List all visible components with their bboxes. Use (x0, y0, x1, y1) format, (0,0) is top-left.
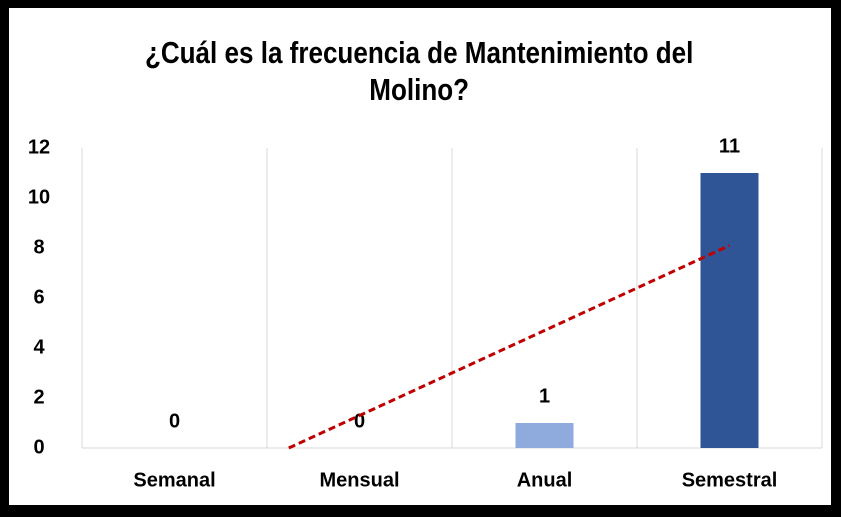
data-label: 0 (354, 410, 365, 432)
y-tick-label: 0 (33, 436, 44, 458)
bar (515, 423, 574, 448)
bar (700, 173, 759, 448)
y-tick-label: 12 (28, 136, 50, 158)
y-tick-label: 6 (33, 286, 44, 308)
chart-frame: ¿Cuál es la frecuencia de Mantenimiento … (9, 8, 831, 505)
data-label: 0 (169, 410, 180, 432)
y-tick-label: 2 (33, 386, 44, 408)
x-tick-label: Mensual (319, 469, 399, 491)
x-tick-label: Anual (517, 469, 573, 491)
chart-title: ¿Cuál es la frecuencia de Mantenimiento … (144, 35, 694, 107)
x-tick-label: Semestral (682, 469, 778, 491)
chart: 0 2 4 6 8 10 12 Semanal 0 Mensual 0 Anual 1 Semestral… (28, 135, 823, 491)
data-label: 1 (539, 385, 550, 407)
x-tick-label: Semanal (133, 469, 215, 491)
data-label: 11 (719, 135, 740, 157)
trend-line (288, 244, 731, 450)
y-tick-label: 8 (33, 236, 44, 258)
y-tick-label: 4 (33, 336, 45, 358)
y-tick-label: 10 (28, 186, 50, 208)
